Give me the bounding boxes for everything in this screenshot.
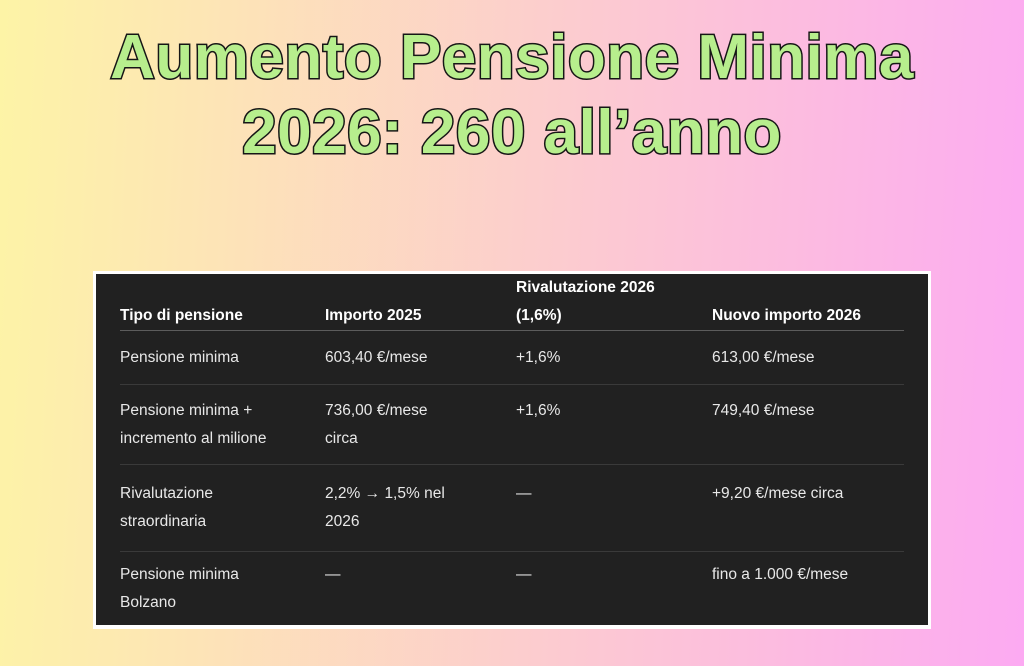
column-header-rivalutazione-2026: Rivalutazione 2026 (1,6%): [516, 279, 655, 324]
column-header-nuovo-importo-2026: Nuovo importo 2026: [712, 307, 861, 324]
table-cell: +1,6%: [516, 402, 561, 419]
table-cell: —: [325, 566, 341, 583]
table-cell: +9,20 €/mese circa: [712, 485, 844, 502]
table-cell: 749,40 €/mese: [712, 402, 815, 419]
table-row-rivalutazione-straordinaria: Rivalutazione straordinaria 2,2% → 1,5% …: [120, 464, 904, 551]
page-title: Aumento Pensione Minima 2026: 260 all’an…: [0, 0, 1024, 170]
table-cell: 2,2% → 1,5% nel 2026: [325, 485, 445, 530]
table-cell: +1,6%: [516, 349, 561, 366]
table-cell: Pensione minima: [120, 349, 239, 366]
table-cell: —: [516, 485, 532, 502]
page-title-line-2: 2026: 260 all’anno: [241, 97, 783, 169]
table-row-pensione-minima: Pensione minima 603,40 €/mese +1,6% 613,…: [120, 330, 904, 384]
column-header-importo-2025: Importo 2025: [325, 307, 422, 324]
table-cell: Rivalutazione straordinaria: [120, 485, 214, 530]
table-row-pensione-minima-bolzano: Pensione minima Bolzano — — fino a 1.000…: [120, 551, 904, 625]
column-header-tipo-di-pensione: Tipo di pensione: [120, 307, 243, 324]
table-cell: fino a 1.000 €/mese: [712, 566, 849, 583]
table-header-row: Tipo di pensione Importo 2025 Rivalutazi…: [120, 274, 904, 330]
page-title-line-1: Aumento Pensione Minima: [109, 21, 915, 93]
table-cell: —: [516, 566, 532, 583]
table-row-incremento-al-milione: Pensione minima + incremento al milione …: [120, 384, 904, 464]
table-cell: 603,40 €/mese: [325, 349, 428, 366]
pension-table: Tipo di pensione Importo 2025 Rivalutazi…: [93, 271, 931, 629]
table-cell: Pensione minima Bolzano: [120, 566, 239, 611]
table-cell: 613,00 €/mese: [712, 349, 815, 366]
table-cell: Pensione minima + incremento al milione: [120, 402, 267, 447]
table-cell: 736,00 €/mese circa: [325, 402, 428, 447]
